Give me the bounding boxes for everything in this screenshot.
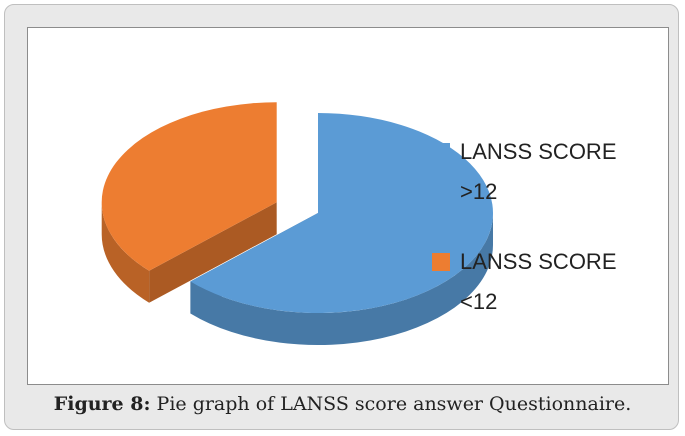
caption-text: Pie graph of LANSS score answer Question… xyxy=(156,393,632,415)
pie-slice xyxy=(101,102,277,271)
legend-swatch xyxy=(432,143,450,161)
legend-entry: LANSS SCORE <12 xyxy=(432,242,630,322)
legend-swatch xyxy=(432,253,450,271)
slice-cut-face xyxy=(149,202,277,303)
legend-entry: LANSS SCORE >12 xyxy=(432,132,630,212)
figure-frame: LANSS SCORE >12 LANSS SCORE <12 xyxy=(4,4,679,430)
legend-label: LANSS SCORE >12 xyxy=(460,139,617,204)
slice-side xyxy=(190,213,494,345)
chart-area: LANSS SCORE >12 LANSS SCORE <12 xyxy=(27,27,669,385)
caption-label: Figure 8: xyxy=(53,393,151,415)
pie-chart xyxy=(101,102,494,345)
pie-slice xyxy=(190,113,494,313)
legend-label: LANSS SCORE <12 xyxy=(460,249,617,314)
slice-side xyxy=(101,202,150,303)
caption: Figure 8: Pie graph of LANSS score answe… xyxy=(0,393,685,415)
